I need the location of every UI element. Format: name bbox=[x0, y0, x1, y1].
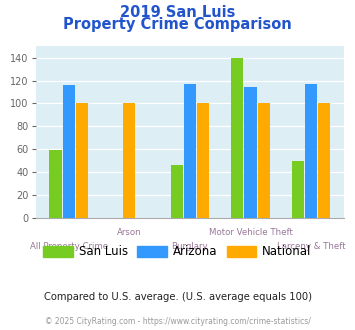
Text: Larceny & Theft: Larceny & Theft bbox=[277, 242, 345, 251]
Bar bbox=[63, 85, 75, 218]
Text: 2019 San Luis: 2019 San Luis bbox=[120, 5, 235, 20]
Bar bbox=[245, 87, 257, 218]
Bar bbox=[170, 165, 183, 218]
Bar bbox=[197, 103, 209, 218]
Bar bbox=[76, 103, 88, 218]
Text: All Property Crime: All Property Crime bbox=[30, 242, 108, 251]
Text: Arson: Arson bbox=[117, 228, 142, 237]
Legend: San Luis, Arizona, National: San Luis, Arizona, National bbox=[39, 241, 316, 263]
Bar bbox=[184, 84, 196, 218]
Bar bbox=[305, 84, 317, 218]
Bar bbox=[292, 161, 304, 218]
Text: Motor Vehicle Theft: Motor Vehicle Theft bbox=[208, 228, 293, 237]
Text: © 2025 CityRating.com - https://www.cityrating.com/crime-statistics/: © 2025 CityRating.com - https://www.city… bbox=[45, 317, 310, 326]
Bar bbox=[258, 103, 270, 218]
Text: Property Crime Comparison: Property Crime Comparison bbox=[63, 16, 292, 31]
Text: Compared to U.S. average. (U.S. average equals 100): Compared to U.S. average. (U.S. average … bbox=[44, 292, 311, 302]
Bar bbox=[123, 103, 135, 218]
Text: Burglary: Burglary bbox=[171, 242, 208, 251]
Bar bbox=[318, 103, 331, 218]
Bar bbox=[49, 150, 61, 218]
Bar bbox=[231, 58, 243, 218]
